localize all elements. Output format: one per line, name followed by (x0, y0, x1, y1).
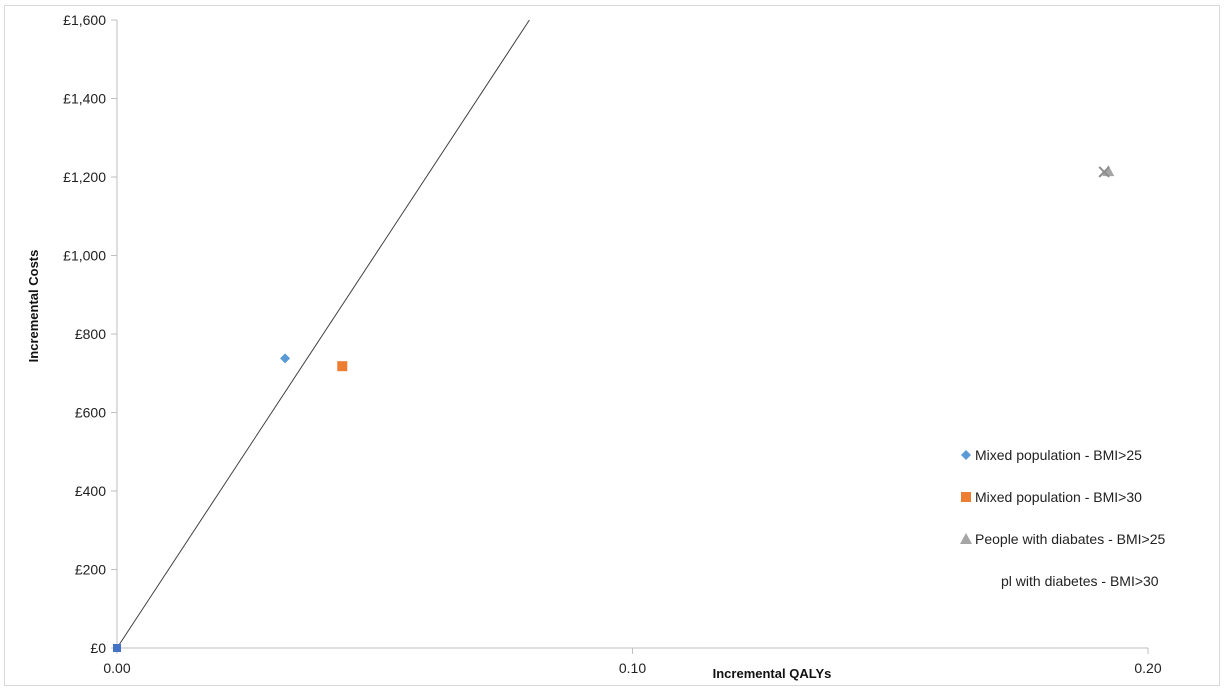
legend-entry: Mixed population - BMI>30 (975, 489, 1142, 505)
data-point (280, 353, 291, 364)
x-tick-label: 0.10 (619, 660, 646, 676)
legend-marker (961, 450, 971, 460)
y-tick-label: £1,400 (63, 91, 106, 107)
data-point (337, 361, 348, 372)
y-tick-label: £0 (90, 640, 106, 656)
x-axis-title: Incremental QALYs (713, 666, 832, 681)
x-tick-label: 0.20 (1134, 660, 1161, 676)
threshold-line (116, 19, 530, 649)
legend-marker (961, 492, 971, 502)
legend-entry: Mixed population - BMI>25 (975, 447, 1142, 463)
legend-entry: People with diabates - BMI>25 (975, 531, 1165, 547)
y-tick-label: £800 (75, 326, 106, 342)
chart-frame (4, 5, 1220, 686)
x-axis: 0.00 0.10 0.20 (103, 647, 1162, 676)
origin-point (113, 644, 121, 652)
data-point (1098, 166, 1110, 178)
x-tick-label: 0.00 (103, 660, 130, 676)
y-tick-label: £1,000 (63, 248, 106, 264)
data-point-stroke-b (1098, 166, 1110, 178)
legend-marker (960, 533, 972, 544)
threshold-line-group (116, 19, 530, 649)
y-axis: £0 £200 £400 £600 £800 £1,000 £1,200 £1,400 £1,6… (63, 12, 118, 656)
y-tick-label: £1,200 (63, 169, 106, 185)
y-axis-title: Incremental Costs (26, 250, 41, 363)
y-tick-label: £400 (75, 483, 106, 499)
legend-entry: pl with diabetes - BMI>30 (1001, 573, 1159, 589)
y-tick-label: £200 (75, 562, 106, 578)
y-tick-label: £600 (75, 405, 106, 421)
data-points (113, 165, 1115, 652)
legend: Mixed population - BMI>25 Mixed populatio… (960, 447, 1165, 589)
y-tick-label: £1,600 (63, 12, 106, 28)
